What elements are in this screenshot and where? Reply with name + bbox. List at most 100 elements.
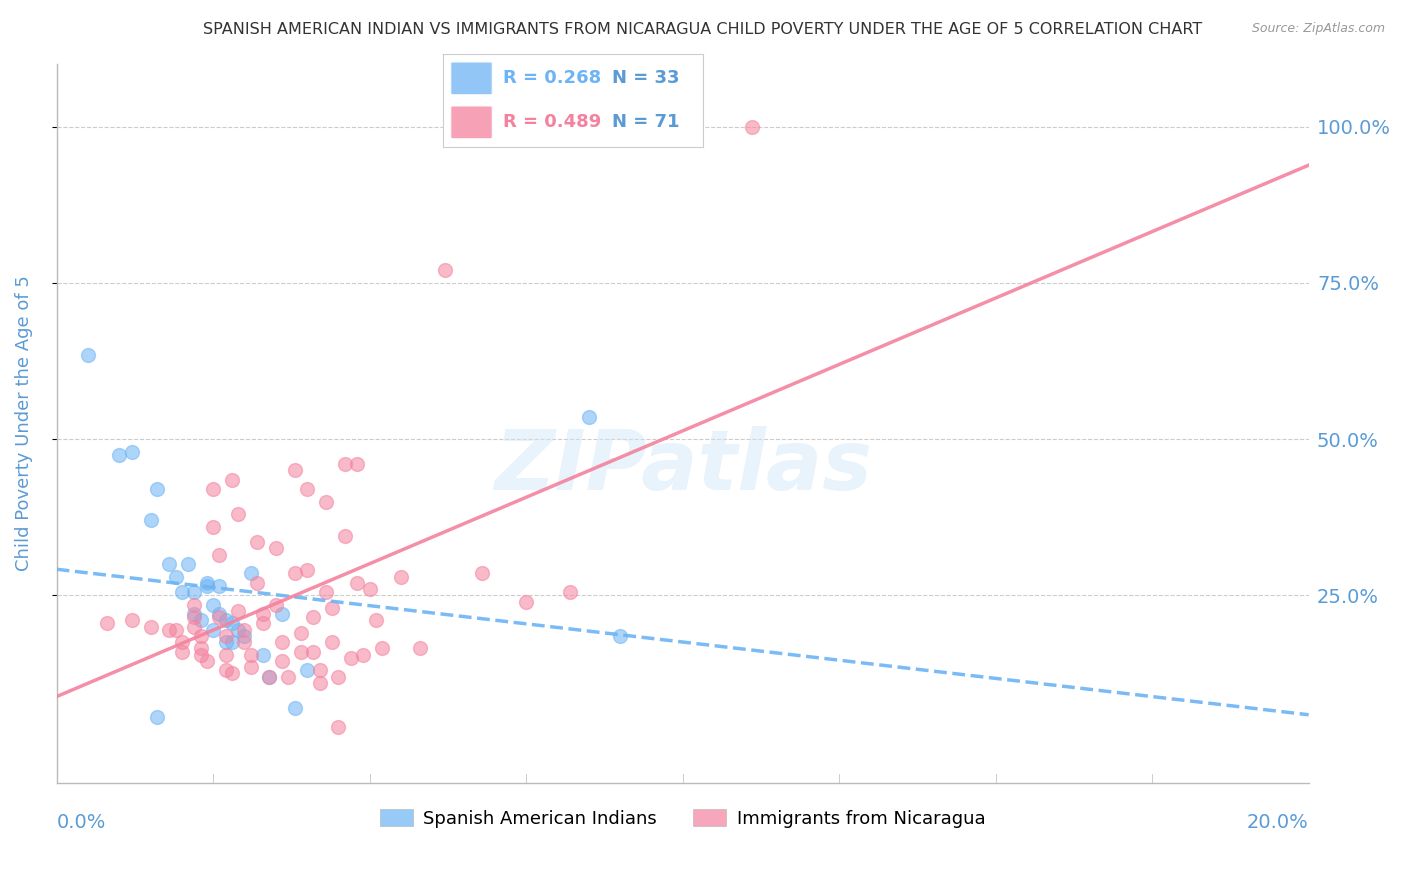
Point — [471, 566, 494, 581]
Point — [77, 348, 100, 362]
Point — [290, 644, 312, 658]
Point — [139, 513, 162, 527]
Point — [165, 623, 187, 637]
Point — [221, 616, 243, 631]
Point — [183, 598, 205, 612]
Point — [226, 623, 249, 637]
Point — [333, 529, 356, 543]
Point — [221, 666, 243, 681]
Point — [96, 616, 118, 631]
Point — [308, 664, 330, 678]
Point — [295, 563, 318, 577]
Point — [259, 670, 281, 684]
Point — [283, 566, 305, 581]
Point — [202, 623, 225, 637]
Point — [233, 635, 256, 649]
Text: 20.0%: 20.0% — [1247, 814, 1309, 832]
Point — [226, 507, 249, 521]
Point — [165, 569, 187, 583]
Point — [221, 635, 243, 649]
Point — [214, 648, 236, 662]
Point — [308, 676, 330, 690]
Point — [239, 648, 262, 662]
Point — [302, 610, 325, 624]
Point — [389, 569, 412, 583]
Point — [239, 566, 262, 581]
Point — [295, 482, 318, 496]
Point — [226, 604, 249, 618]
Point — [252, 648, 274, 662]
Text: Source: ZipAtlas.com: Source: ZipAtlas.com — [1251, 22, 1385, 36]
Point — [190, 629, 212, 643]
Point — [202, 482, 225, 496]
Point — [190, 648, 212, 662]
Point — [740, 120, 762, 134]
Point — [252, 616, 274, 631]
Point — [239, 660, 262, 674]
Point — [146, 482, 169, 496]
Text: R = 0.489: R = 0.489 — [503, 113, 600, 131]
Point — [221, 473, 243, 487]
Point — [328, 670, 350, 684]
FancyBboxPatch shape — [451, 62, 492, 95]
Point — [157, 557, 180, 571]
Point — [264, 541, 287, 556]
Point — [409, 641, 432, 656]
Point — [208, 548, 231, 562]
Point — [346, 457, 368, 471]
Point — [271, 607, 294, 621]
Text: N = 33: N = 33 — [612, 70, 679, 87]
Point — [214, 664, 236, 678]
Point — [246, 535, 269, 549]
Point — [214, 613, 236, 627]
Point — [146, 710, 169, 724]
Point — [290, 625, 312, 640]
Point — [233, 623, 256, 637]
Point — [352, 648, 374, 662]
Point — [578, 410, 600, 425]
Point — [515, 594, 537, 608]
Point — [246, 575, 269, 590]
Point — [208, 607, 231, 621]
Point — [121, 613, 143, 627]
Legend: Spanish American Indians, Immigrants from Nicaragua: Spanish American Indians, Immigrants fro… — [373, 802, 993, 835]
Point — [346, 575, 368, 590]
Point — [283, 701, 305, 715]
Point — [328, 720, 350, 734]
FancyBboxPatch shape — [451, 106, 492, 139]
Point — [208, 610, 231, 624]
Point — [295, 664, 318, 678]
Point — [170, 635, 193, 649]
Point — [302, 644, 325, 658]
Point — [108, 448, 131, 462]
Point — [340, 650, 363, 665]
Point — [170, 644, 193, 658]
Point — [183, 619, 205, 633]
Point — [283, 463, 305, 477]
Point — [371, 641, 394, 656]
Point — [364, 613, 387, 627]
Point — [233, 629, 256, 643]
Point — [333, 457, 356, 471]
Point — [121, 444, 143, 458]
Point — [433, 263, 456, 277]
Point — [259, 670, 281, 684]
Point — [177, 557, 200, 571]
Point — [214, 635, 236, 649]
Point — [202, 519, 225, 533]
Point — [208, 579, 231, 593]
Point — [321, 600, 343, 615]
Text: N = 71: N = 71 — [612, 113, 679, 131]
Point — [252, 607, 274, 621]
Point — [271, 635, 294, 649]
Point — [321, 635, 343, 649]
Point — [183, 607, 205, 621]
Text: ZIPatlas: ZIPatlas — [494, 426, 872, 507]
Point — [195, 579, 218, 593]
Text: R = 0.268: R = 0.268 — [503, 70, 600, 87]
Point — [277, 670, 299, 684]
Y-axis label: Child Poverty Under the Age of 5: Child Poverty Under the Age of 5 — [15, 276, 32, 572]
Point — [139, 619, 162, 633]
Point — [195, 575, 218, 590]
Point — [190, 613, 212, 627]
